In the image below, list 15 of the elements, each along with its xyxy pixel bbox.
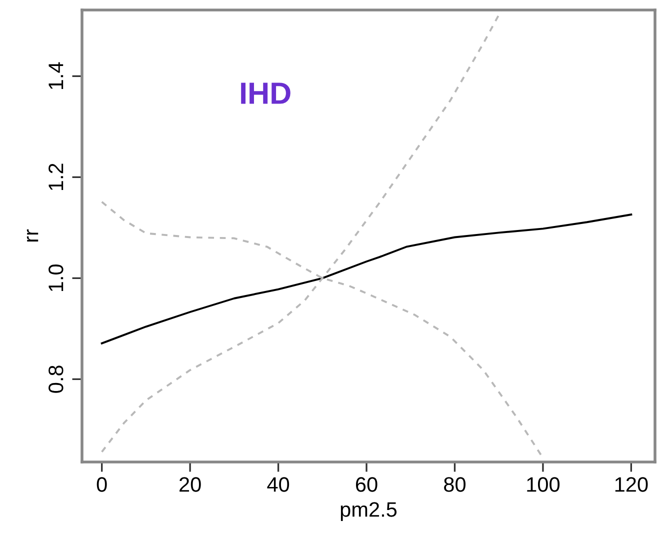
annotation: IHD <box>241 82 290 104</box>
x-tick-label: 120 <box>615 477 648 492</box>
y-tick-label: 0.8 <box>48 366 64 393</box>
x-tick-label: 40 <box>267 477 290 492</box>
x-tick-label: 0 <box>96 477 107 492</box>
y-tick-label: 1.2 <box>48 164 64 190</box>
x-tick-label: 60 <box>356 477 378 492</box>
y-tick-label: 1.0 <box>48 264 64 292</box>
x-tick-label: 100 <box>527 477 560 492</box>
x-axis-title: pm2.5 <box>340 502 397 521</box>
x-tick-label: 20 <box>180 477 201 492</box>
line-series <box>100 214 632 344</box>
y-axis-title: rr <box>26 229 38 242</box>
y-tick-label: 1.4 <box>48 62 64 90</box>
x-tick-label: 80 <box>444 477 466 492</box>
